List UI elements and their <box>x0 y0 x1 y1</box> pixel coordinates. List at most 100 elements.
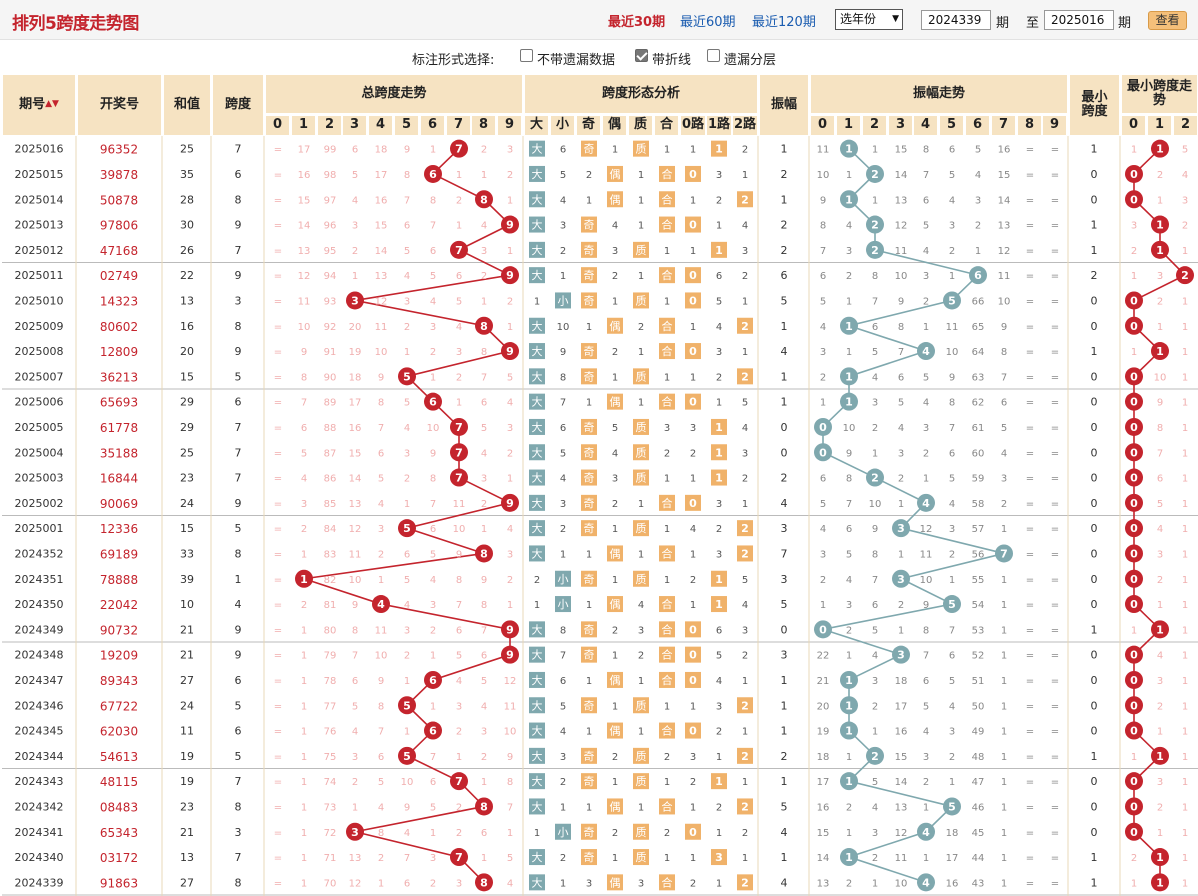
top-bar: 排列5跨度走势图 最近30期 最近60期 最近120期 选年份 ▼ 2024339… <box>0 0 1198 40</box>
amplitude-cell: 0 <box>781 446 788 459</box>
amp-ball-label: 1 <box>845 193 853 206</box>
min-ball-label: 0 <box>1130 649 1138 662</box>
shape-miss-value: 1 <box>690 474 696 485</box>
min-miss-value: 1 <box>1182 246 1188 257</box>
amp-miss-value: 9 <box>846 448 852 459</box>
span-miss-value: = <box>274 878 282 889</box>
checkbox-no-miss[interactable] <box>520 49 533 62</box>
shape-hit-box <box>633 773 649 790</box>
shape-miss-value: 3 <box>560 752 566 763</box>
road-hit-box <box>737 317 753 334</box>
shape-hit-label: 奇 <box>584 497 595 510</box>
from-period-input[interactable]: 2024339 <box>921 10 991 30</box>
period-link-60[interactable]: 最近60期 <box>680 15 736 30</box>
draw-number-link: 35188 <box>100 446 138 460</box>
span-miss-value: 2 <box>507 170 513 181</box>
shape-hit-box <box>529 444 545 461</box>
amp-miss-value: 1 <box>846 828 852 839</box>
period-link-30[interactable]: 最近30期 <box>608 15 666 30</box>
amp-miss-value: 8 <box>872 549 878 560</box>
shape-miss-value: 3 <box>664 423 670 434</box>
amp-miss-value: 3 <box>872 398 878 409</box>
amp-ball <box>892 569 910 588</box>
span-miss-value: 2 <box>481 271 487 282</box>
shape-hit-label: 大 <box>532 774 543 788</box>
span-miss-value: 9 <box>378 372 384 383</box>
amp-miss-value: = <box>1026 727 1034 738</box>
query-button[interactable]: 查看 <box>1148 11 1187 30</box>
shape-hit-box <box>529 368 545 385</box>
shape-hit-label: 大 <box>532 319 543 333</box>
year-select[interactable]: 选年份 ▼ <box>835 9 903 30</box>
span-miss-value: 5 <box>481 676 487 687</box>
road-hit-label: 2 <box>741 800 749 813</box>
shape-miss-value: 4 <box>638 600 644 611</box>
span-ball-label: 7 <box>455 421 463 434</box>
header-issue[interactable]: 期号 ▲▼ <box>2 74 76 136</box>
span-miss-value: 3 <box>507 145 513 156</box>
min-miss-value: 2 <box>1182 221 1188 232</box>
span-miss-value: = <box>274 828 282 839</box>
shape-hit-box <box>529 697 545 714</box>
shape-hit-label: 质 <box>636 573 647 586</box>
amp-ball <box>995 544 1013 563</box>
shape-hit-box <box>607 165 623 182</box>
shape-miss-value: 1 <box>612 853 618 864</box>
span-cell: 9 <box>235 497 242 510</box>
road-hit-box <box>685 621 701 638</box>
amp-miss-value: 52 <box>972 651 985 662</box>
span-miss-value: 9 <box>481 575 487 586</box>
shape-miss-value: 3 <box>716 170 722 181</box>
span-ball-label: 9 <box>506 219 514 232</box>
checkbox-miss-layer[interactable] <box>707 49 720 62</box>
header-min-trend: 最小跨度走势 <box>1121 74 1198 114</box>
span-miss-value: 3 <box>301 499 307 510</box>
amp-ball <box>917 342 935 361</box>
span-miss-value: = <box>274 853 282 864</box>
span-miss-value: 2 <box>404 651 410 662</box>
chevron-down-icon: ▼ <box>892 14 899 24</box>
span-miss-value: 4 <box>430 575 436 586</box>
shape-hit-box <box>659 191 675 208</box>
amp-miss-value: 3 <box>975 195 981 206</box>
amp-miss-value: 1 <box>949 575 955 586</box>
road-hit-label: 3 <box>715 851 723 864</box>
road-hit-box <box>685 646 701 663</box>
amp-miss-value: 1 <box>846 752 852 763</box>
span-miss-value: 10 <box>401 777 414 788</box>
span-miss-value: 6 <box>481 828 487 839</box>
amplitude-cell: 1 <box>781 775 788 788</box>
span-miss-value: 90 <box>324 372 337 383</box>
amp-miss-value: 56 <box>972 549 985 560</box>
sum-cell: 21 <box>180 623 194 636</box>
span-ball <box>450 139 468 158</box>
shape-hit-label: 奇 <box>584 294 595 307</box>
shape-hit-label: 大 <box>532 420 543 434</box>
span-miss-value: = <box>274 195 282 206</box>
checkbox-polyline[interactable] <box>635 49 648 62</box>
span-miss-value: 2 <box>301 524 307 535</box>
span-ball <box>398 746 416 765</box>
shape-miss-value: 1 <box>612 701 618 712</box>
amp-ball-label: 1 <box>845 699 853 712</box>
shape-hit-label: 大 <box>532 799 543 813</box>
span-miss-value: 1 <box>481 296 487 307</box>
road-hit-box <box>711 418 727 435</box>
amp-miss-value: 59 <box>972 474 985 485</box>
shape-miss-value: 1 <box>638 727 644 738</box>
amp-miss-value: = <box>1026 195 1034 206</box>
amp-miss-value: 7 <box>923 170 929 181</box>
shape-hit-label: 合 <box>662 724 673 738</box>
shape-hit-label: 合 <box>662 192 673 206</box>
shape-hit-label: 奇 <box>584 573 595 586</box>
amplitude-cell: 5 <box>781 800 788 813</box>
amp-miss-value: 12 <box>895 221 908 232</box>
period-link-120[interactable]: 最近120期 <box>752 15 816 30</box>
min-miss-value: 1 <box>1131 752 1137 763</box>
amp-miss-value: = <box>1051 195 1059 206</box>
span-miss-value: 3 <box>352 752 358 763</box>
to-period-input[interactable]: 2025016 <box>1044 10 1114 30</box>
span-cell: 9 <box>235 345 242 358</box>
shape-hit-label: 奇 <box>584 472 595 485</box>
amp-miss-value: 3 <box>949 727 955 738</box>
